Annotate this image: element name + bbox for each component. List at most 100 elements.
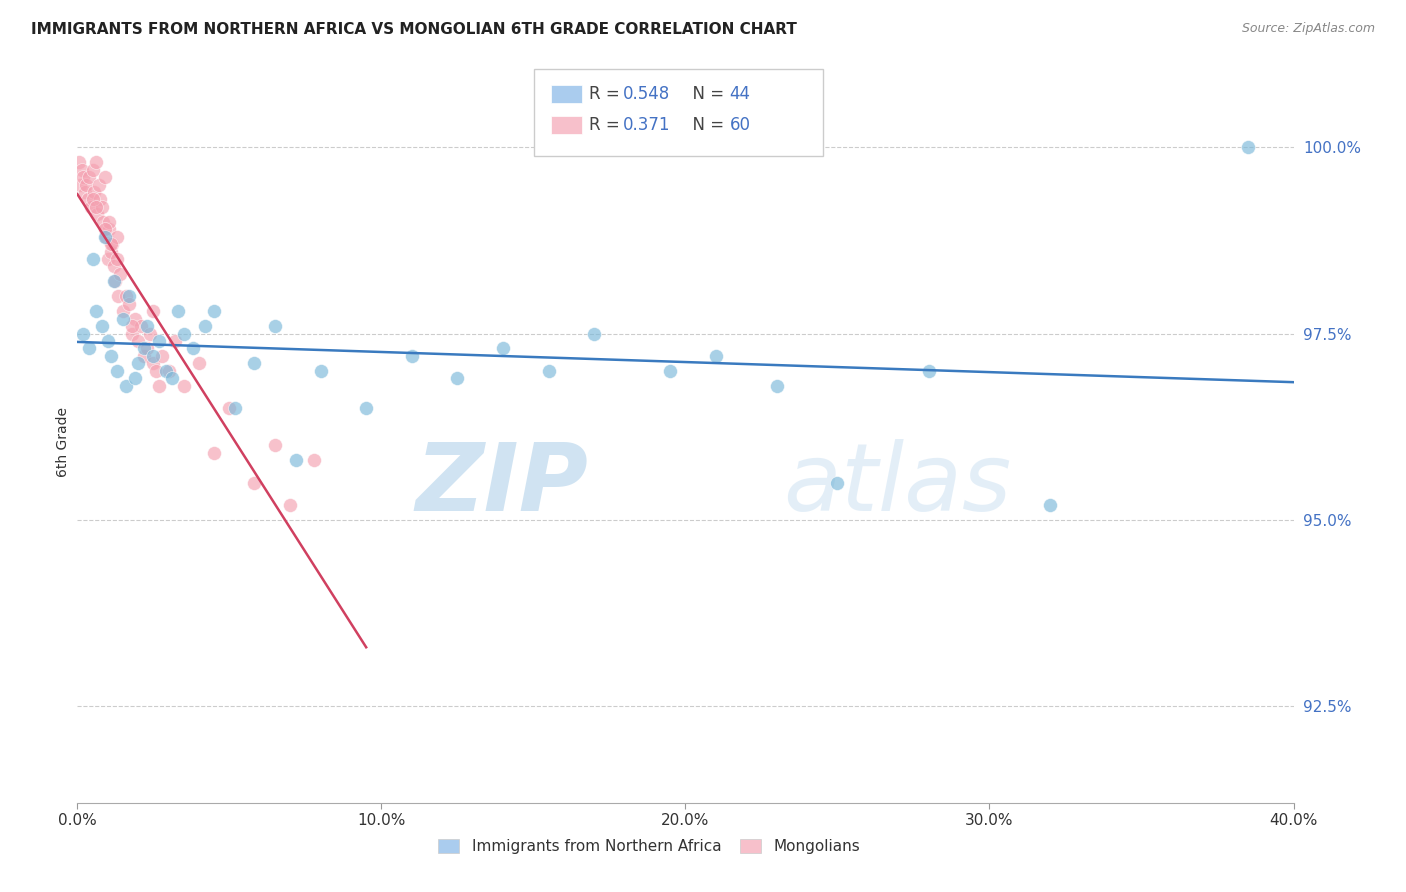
Point [86,207,108,221]
Point [118,297,141,311]
Point [69,178,91,192]
Point [659,364,682,378]
Text: R =: R = [589,85,626,103]
Point [148,334,170,348]
Point [188,356,211,370]
Point [67,155,90,169]
Text: N =: N = [682,116,730,134]
Point [72,170,94,185]
Point [107,289,129,303]
Point [136,342,159,356]
Point [264,319,287,334]
Point [181,342,204,356]
Point [148,378,170,392]
Point [918,364,941,378]
Point [124,311,146,326]
Point [309,364,332,378]
Point [72,326,94,341]
Point [93,222,115,236]
Point [97,252,120,266]
Point [136,319,159,334]
Point [285,453,308,467]
Text: IMMIGRANTS FROM NORTHERN AFRICA VS MONGOLIAN 6TH GRADE CORRELATION CHART: IMMIGRANTS FROM NORTHERN AFRICA VS MONGO… [31,22,797,37]
Point [84,200,107,214]
Point [93,229,115,244]
Point [105,252,128,266]
Point [118,289,141,303]
Point [278,498,301,512]
Point [121,326,143,341]
Point [134,342,156,356]
Point [1039,498,1062,512]
Point [194,319,217,334]
Point [87,178,110,192]
Point [89,193,111,207]
Point [160,371,183,385]
Point [827,475,849,490]
Point [70,162,93,177]
Point [82,193,104,207]
Point [264,438,287,452]
Point [103,260,125,274]
Point [142,356,165,370]
Point [704,349,727,363]
Text: R =: R = [589,116,626,134]
Point [103,274,125,288]
Point [152,349,174,363]
Point [108,267,131,281]
Point [100,244,122,259]
Point [139,326,162,341]
Point [492,342,515,356]
Point [202,446,225,460]
Point [79,170,101,185]
Point [166,304,188,318]
Text: atlas: atlas [783,440,1011,531]
Point [127,334,149,348]
Point [242,475,264,490]
Point [145,364,167,378]
Point [173,378,195,392]
Point [84,304,107,318]
Text: N =: N = [682,85,730,103]
Point [73,185,96,199]
Point [115,378,138,392]
Text: 44: 44 [730,85,751,103]
Legend: Immigrants from Northern Africa, Mongolians: Immigrants from Northern Africa, Mongoli… [432,832,866,860]
Point [82,252,104,266]
Text: Source: ZipAtlas.com: Source: ZipAtlas.com [1241,22,1375,36]
Point [82,162,104,177]
Point [163,334,186,348]
Point [129,319,152,334]
Point [93,170,115,185]
Point [124,371,146,385]
Text: 0.371: 0.371 [623,116,671,134]
Point [90,319,112,334]
Point [142,304,165,318]
Point [100,349,122,363]
Point [104,274,127,288]
Text: ZIP: ZIP [415,439,588,531]
Point [105,364,128,378]
Point [80,200,103,214]
Point [218,401,240,415]
Text: 60: 60 [730,116,751,134]
Text: 0.548: 0.548 [623,85,671,103]
Point [98,222,121,236]
Point [115,289,138,303]
Y-axis label: 6th Grade: 6th Grade [56,407,70,476]
Point [354,401,377,415]
Point [121,319,143,334]
Point [75,178,97,192]
Point [224,401,246,415]
Point [537,364,560,378]
Point [583,326,606,341]
Point [97,334,120,348]
Point [142,349,165,363]
Point [98,215,121,229]
Point [127,356,149,370]
Point [242,356,264,370]
Point [105,229,128,244]
Point [446,371,468,385]
Point [79,342,101,356]
Point [765,378,787,392]
